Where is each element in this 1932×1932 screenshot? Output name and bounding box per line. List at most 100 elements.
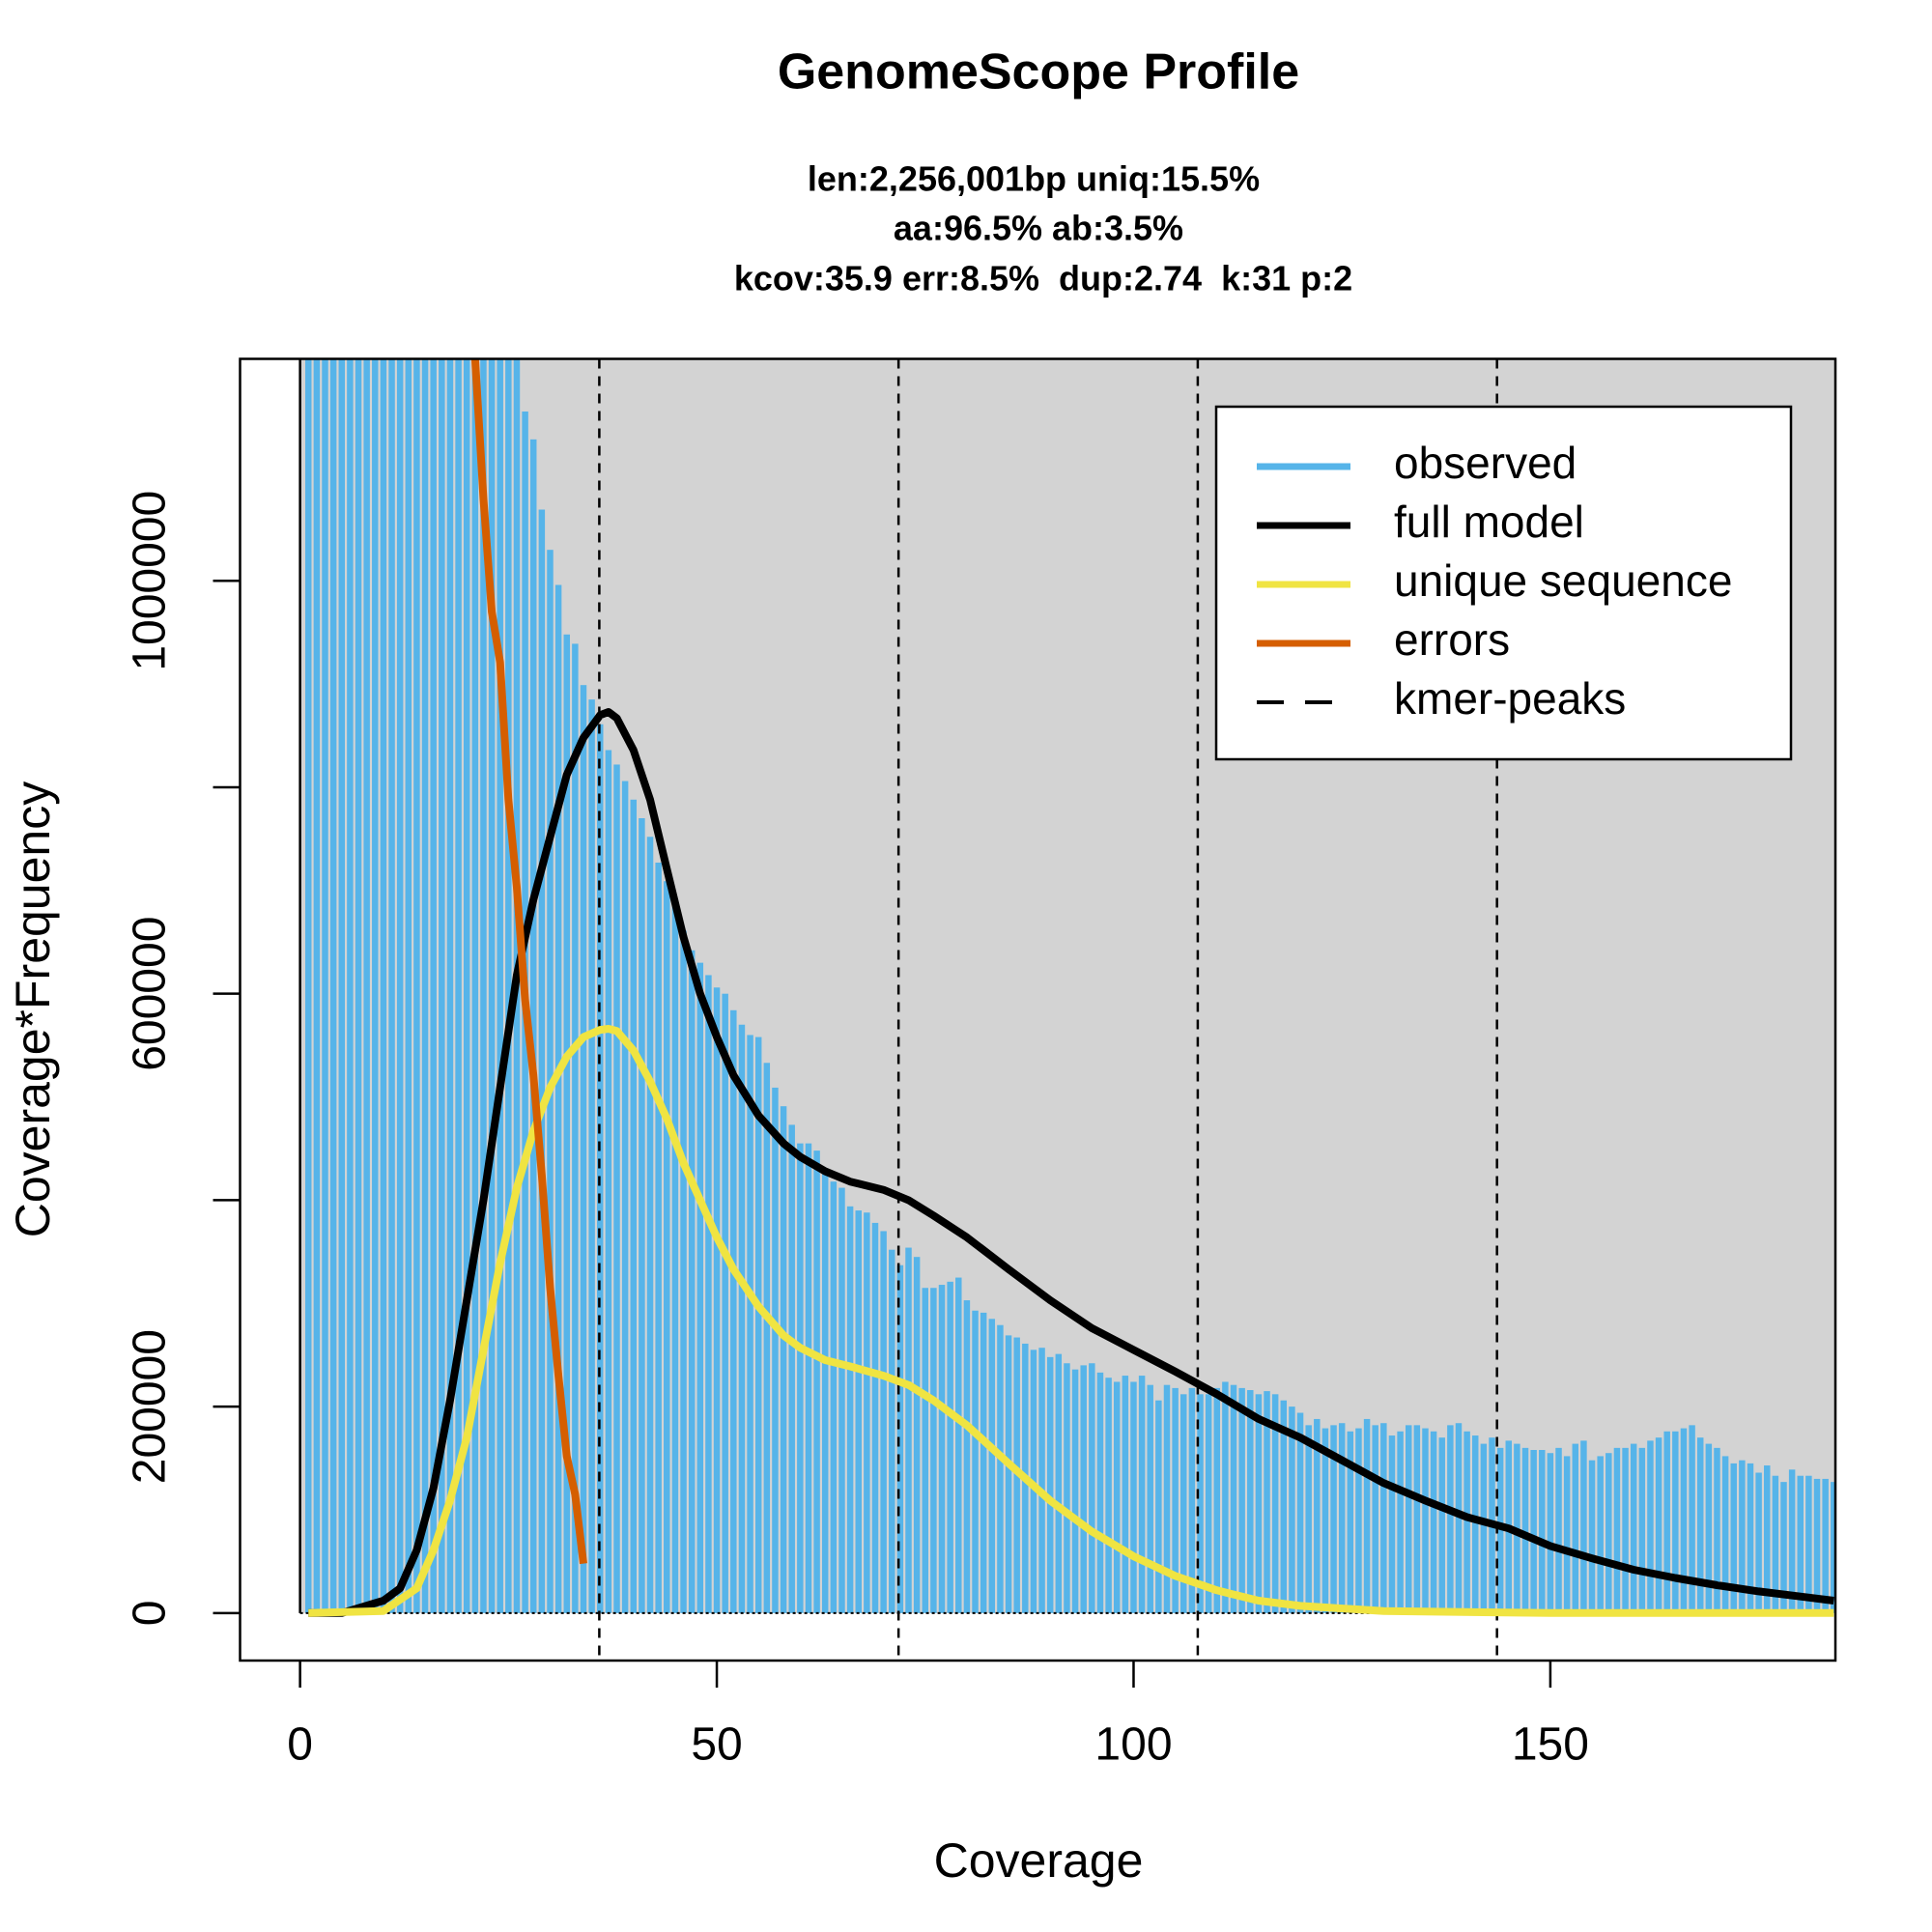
line-full-model	[308, 708, 1834, 1617]
bar	[1271, 1394, 1279, 1613]
bar	[1613, 1447, 1621, 1613]
bar	[580, 685, 587, 1613]
bar	[1188, 1387, 1196, 1613]
bar	[1405, 1425, 1412, 1613]
bar	[1831, 1482, 1835, 1613]
bar	[455, 358, 462, 1613]
bar	[846, 1206, 854, 1613]
bar	[855, 1210, 862, 1613]
bar	[1113, 1381, 1121, 1613]
bar	[1764, 1465, 1771, 1613]
bar	[1388, 1435, 1396, 1613]
bar	[905, 1247, 912, 1613]
bar	[763, 1063, 771, 1613]
bar	[1463, 1431, 1470, 1613]
bar	[738, 1024, 746, 1613]
x-tick-label: 100	[1094, 1719, 1172, 1771]
bar	[688, 950, 696, 1613]
bar	[1605, 1453, 1612, 1613]
bar	[1255, 1394, 1263, 1613]
bar	[1213, 1387, 1220, 1613]
bar	[1314, 1418, 1321, 1613]
bar	[1430, 1431, 1437, 1613]
plot-frame	[239, 357, 1837, 1662]
bar	[1780, 1482, 1787, 1613]
bar	[646, 837, 654, 1613]
bar	[1355, 1428, 1362, 1613]
bar	[1455, 1423, 1463, 1613]
y-tick-label: 600000	[125, 917, 176, 1071]
bar	[1105, 1378, 1112, 1613]
bar	[1739, 1460, 1746, 1613]
bar	[730, 1009, 737, 1613]
bar	[922, 1288, 929, 1613]
bar	[671, 899, 679, 1613]
y-tick-label: 200000	[125, 1329, 176, 1484]
bar	[421, 358, 429, 1613]
bar	[305, 358, 312, 1613]
bar	[813, 1151, 820, 1613]
bar	[1130, 1381, 1137, 1613]
bar	[1480, 1443, 1488, 1613]
bar	[363, 358, 370, 1613]
bar	[754, 1037, 762, 1613]
bar	[347, 358, 354, 1613]
bar	[963, 1300, 971, 1613]
bar	[1530, 1450, 1537, 1613]
bar	[1264, 1391, 1270, 1613]
bar	[1721, 1456, 1729, 1613]
bar	[1539, 1450, 1546, 1613]
bar	[1447, 1425, 1454, 1613]
bar	[1689, 1425, 1695, 1613]
bar	[463, 358, 470, 1613]
legend-label: unique sequence	[1394, 555, 1732, 606]
bar	[1163, 1384, 1171, 1613]
bar	[1038, 1348, 1045, 1613]
bar	[613, 764, 620, 1613]
bar	[1413, 1425, 1421, 1613]
legend-label: full model	[1394, 497, 1584, 547]
bar	[1147, 1384, 1153, 1613]
bar	[1622, 1447, 1629, 1613]
bar	[680, 930, 687, 1613]
bar	[913, 1257, 921, 1613]
bar	[313, 358, 321, 1613]
bar	[621, 781, 629, 1613]
bar	[630, 799, 638, 1613]
bar	[529, 439, 537, 1613]
bar	[880, 1231, 887, 1613]
bar	[830, 1181, 838, 1613]
bar	[1788, 1469, 1796, 1613]
bar	[1438, 1437, 1445, 1613]
bar	[405, 358, 412, 1613]
bar	[955, 1277, 962, 1613]
bar	[388, 358, 395, 1613]
bar	[896, 1264, 904, 1613]
bar	[1372, 1425, 1378, 1613]
bar	[713, 987, 721, 1613]
subtitle: aa:96.5% ab:3.5%	[894, 209, 1183, 248]
bar	[1380, 1423, 1387, 1613]
bar	[1521, 1447, 1529, 1613]
legend-label: observed	[1394, 438, 1577, 488]
bar	[930, 1288, 937, 1613]
bar	[780, 1106, 787, 1613]
bar	[1797, 1475, 1804, 1613]
bar	[372, 358, 379, 1613]
bar	[1422, 1428, 1429, 1613]
bar	[655, 862, 662, 1613]
bar	[1197, 1394, 1204, 1613]
bar	[597, 724, 604, 1613]
bar	[1663, 1431, 1670, 1613]
bar	[1064, 1363, 1070, 1613]
line-errors	[470, 358, 587, 1565]
bar	[1155, 1400, 1162, 1613]
bar	[1055, 1353, 1063, 1613]
bar	[947, 1281, 953, 1613]
bar	[1563, 1456, 1571, 1613]
bar	[1472, 1435, 1479, 1613]
bar	[1772, 1475, 1779, 1613]
bar	[1647, 1440, 1654, 1613]
subtitle: kcov:35.9 err:8.5% dup:2.74 k:31 p:2	[734, 259, 1352, 298]
